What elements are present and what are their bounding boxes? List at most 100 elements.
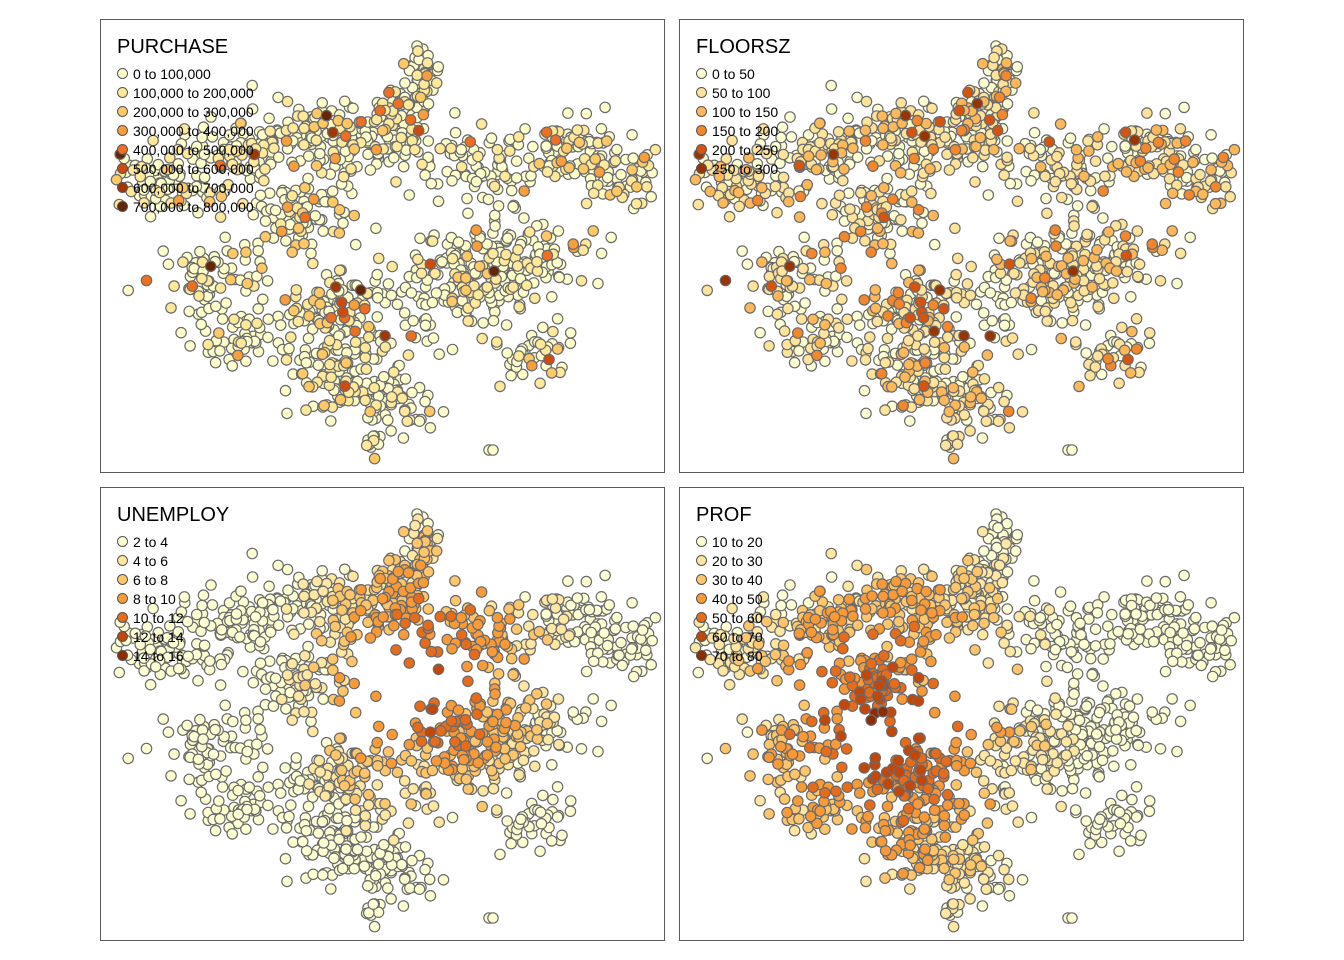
- map-point: [969, 176, 981, 188]
- map-point: [147, 602, 159, 615]
- map-point: [501, 347, 513, 359]
- map-point: [214, 345, 226, 357]
- map-point: [949, 222, 961, 235]
- map-point: [1000, 69, 1012, 82]
- map-point: [436, 256, 448, 268]
- map-point: [385, 289, 398, 302]
- map-point: [1105, 608, 1118, 621]
- map-point: [858, 294, 870, 306]
- legend-item: 200 to 250: [696, 141, 790, 160]
- map-point: [455, 629, 468, 641]
- map-point: [1071, 668, 1084, 680]
- map-point: [894, 167, 907, 179]
- map-point: [1106, 277, 1119, 289]
- map-point: [355, 831, 367, 843]
- map-point: [772, 290, 784, 302]
- map-point: [240, 714, 252, 726]
- map-point: [220, 765, 232, 777]
- legend-item: 10 to 12: [117, 609, 229, 628]
- legend-swatch: [696, 144, 707, 155]
- map-point: [303, 310, 315, 322]
- map-point: [1196, 188, 1209, 201]
- map-point: [192, 206, 204, 219]
- map-point: [122, 752, 134, 765]
- map-point: [307, 193, 320, 205]
- map-point: [372, 720, 385, 733]
- map-point: [349, 325, 361, 338]
- map-point: [382, 746, 395, 758]
- map-point: [489, 688, 501, 700]
- map-point: [1174, 247, 1187, 260]
- map-point: [882, 310, 894, 322]
- map-point: [899, 371, 911, 383]
- map-point: [303, 778, 315, 790]
- map-point: [452, 704, 465, 716]
- map-point: [325, 311, 337, 324]
- legend-item: 50 to 100: [696, 84, 790, 103]
- map-point: [279, 852, 292, 865]
- map-point: [982, 189, 995, 201]
- map-point: [412, 592, 425, 605]
- map-point: [405, 330, 417, 342]
- map-point: [1086, 668, 1098, 681]
- map-point: [399, 841, 412, 853]
- map-point: [258, 174, 270, 187]
- map-point: [1124, 367, 1137, 379]
- map-point: [376, 592, 389, 605]
- map-point: [449, 126, 462, 139]
- map-point: [348, 299, 360, 311]
- map-point: [860, 201, 873, 213]
- map-point: [335, 764, 348, 777]
- map-point: [965, 260, 977, 273]
- map-point: [1005, 296, 1018, 309]
- map-point: [1150, 124, 1163, 136]
- map-point: [814, 337, 826, 349]
- map-point: [1126, 325, 1138, 338]
- map-point: [536, 789, 549, 802]
- map-point: [1130, 780, 1143, 793]
- map-point: [610, 611, 623, 624]
- map-point: [279, 762, 291, 774]
- map-point: [235, 585, 247, 597]
- map-point: [230, 608, 243, 620]
- map-point: [461, 660, 473, 673]
- map-point: [297, 578, 309, 590]
- map-point: [487, 912, 499, 924]
- map-point: [252, 713, 264, 725]
- map-point: [1159, 665, 1172, 678]
- map-point: [819, 246, 831, 258]
- map-point: [240, 355, 252, 367]
- map-point: [778, 325, 791, 337]
- map-point: [871, 222, 884, 234]
- map-point: [473, 728, 486, 741]
- map-point: [314, 298, 326, 310]
- map-point: [397, 628, 410, 641]
- map-point: [1122, 353, 1134, 366]
- legend-item: 14 to 16: [117, 647, 229, 666]
- map-point: [1051, 150, 1063, 163]
- map-point: [256, 596, 269, 609]
- map-point: [334, 393, 347, 406]
- map-point: [1073, 848, 1085, 861]
- map-point: [178, 591, 191, 603]
- map-point: [819, 318, 831, 331]
- map-point: [272, 151, 285, 163]
- map-point: [949, 143, 962, 156]
- map-point: [740, 163, 752, 176]
- map-point: [551, 780, 564, 793]
- map-point: [144, 175, 157, 188]
- map-point: [1091, 607, 1104, 619]
- map-point: [364, 405, 376, 418]
- map-point: [214, 282, 227, 294]
- map-point: [323, 334, 336, 347]
- map-point: [492, 668, 505, 680]
- map-point: [1143, 327, 1156, 339]
- map-point: [333, 227, 346, 239]
- map-point: [1098, 123, 1110, 135]
- map-point: [1183, 189, 1195, 201]
- map-point: [348, 862, 361, 875]
- map-point: [869, 302, 882, 315]
- map-point: [419, 637, 431, 649]
- map-point: [1097, 680, 1109, 692]
- legend-label: 300,000 to 400,000: [133, 123, 254, 139]
